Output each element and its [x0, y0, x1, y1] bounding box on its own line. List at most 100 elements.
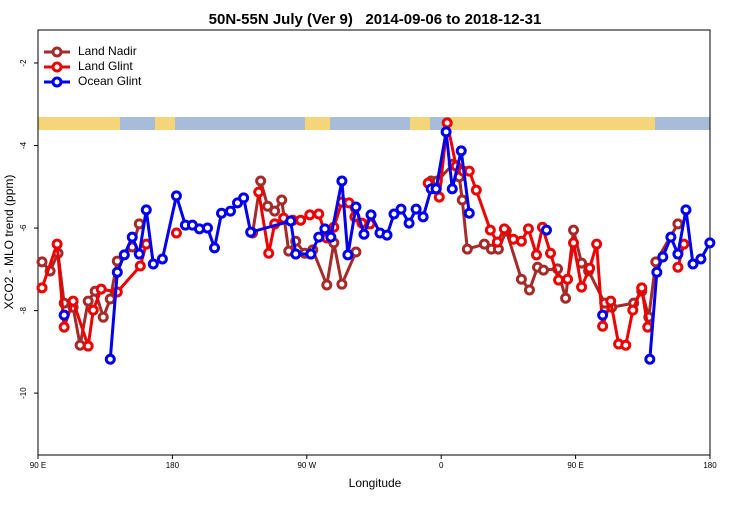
- series-point: [262, 200, 274, 212]
- series-point: [470, 184, 482, 196]
- series-point: [111, 266, 123, 278]
- series-point: [295, 214, 307, 226]
- y-axis-label: XCO2 - MLO trend (ppm): [2, 175, 16, 310]
- series-point: [657, 251, 669, 263]
- map-ocean: [330, 117, 410, 130]
- series-point: [253, 186, 265, 198]
- chart-title: 50N-55N July (Ver 9) 2014-09-06 to 2018-…: [209, 11, 542, 28]
- series-point: [553, 274, 565, 286]
- series-point: [140, 204, 152, 216]
- series-point: [620, 339, 632, 351]
- series-point: [313, 231, 325, 243]
- series-point: [381, 229, 393, 241]
- series-point: [321, 279, 333, 291]
- series-point: [568, 237, 580, 249]
- series-point: [170, 190, 182, 202]
- series-point: [365, 209, 377, 221]
- series-point: [319, 223, 331, 235]
- series-point: [51, 238, 63, 250]
- series-point: [209, 242, 221, 254]
- series-point: [523, 284, 535, 296]
- series-point: [104, 353, 116, 365]
- series-point: [680, 204, 692, 216]
- series-point: [665, 231, 677, 243]
- y-tick-label: -2: [19, 59, 28, 67]
- series-point: [576, 281, 588, 293]
- series-point: [498, 223, 510, 235]
- series-point: [82, 295, 94, 307]
- series-point: [446, 183, 458, 195]
- series-point: [687, 258, 699, 270]
- series-point: [350, 201, 362, 213]
- series-point: [515, 235, 527, 247]
- series-point: [455, 145, 467, 157]
- series-point: [560, 292, 572, 304]
- series-point: [627, 304, 639, 316]
- series-point: [545, 247, 557, 259]
- legend-label: Land Nadir: [78, 44, 137, 58]
- series-point: [591, 238, 603, 250]
- series-point: [36, 282, 48, 294]
- series-point: [672, 261, 684, 273]
- series-point: [82, 340, 94, 352]
- series-point: [484, 224, 496, 236]
- series-point: [461, 243, 473, 255]
- series-point: [491, 236, 503, 248]
- series-point: [584, 262, 596, 274]
- legend-marker: [51, 61, 63, 73]
- series-point: [704, 237, 716, 249]
- series-point: [67, 295, 79, 307]
- y-tick-label: -4: [19, 141, 28, 149]
- series-point: [305, 248, 317, 260]
- series-point: [156, 253, 168, 265]
- series-point: [672, 248, 684, 260]
- series-point: [642, 321, 654, 333]
- map-ocean: [175, 117, 305, 130]
- series-point: [126, 231, 138, 243]
- x-tick-label: 0: [439, 461, 444, 470]
- y-tick-label: -6: [19, 224, 28, 232]
- series-point: [537, 264, 549, 276]
- series-point: [410, 203, 422, 215]
- series-point: [463, 207, 475, 219]
- series-point: [336, 175, 348, 187]
- series-point: [201, 222, 213, 234]
- x-tick-label: 90 E: [30, 461, 46, 470]
- series-point: [216, 207, 228, 219]
- series-point: [95, 283, 107, 295]
- series-point: [285, 215, 297, 227]
- series-point: [58, 309, 70, 321]
- map-ocean: [655, 117, 710, 130]
- series-point: [87, 304, 99, 316]
- series-point: [255, 175, 267, 187]
- series-point: [118, 249, 130, 261]
- series-point: [342, 249, 354, 261]
- series-point: [478, 238, 490, 250]
- series-point: [388, 208, 400, 220]
- series-point: [269, 205, 281, 217]
- legend-label: Ocean Glint: [78, 74, 142, 88]
- series-point: [58, 321, 70, 333]
- series-point: [522, 223, 534, 235]
- series-point: [463, 165, 475, 177]
- map-ocean: [120, 117, 155, 130]
- series-point: [568, 224, 580, 236]
- legend-label: Land Glint: [78, 59, 133, 73]
- series-point: [441, 117, 453, 129]
- series-point: [224, 205, 236, 217]
- series-point: [651, 266, 663, 278]
- series-point: [325, 231, 337, 243]
- series-point: [133, 218, 145, 230]
- series-point: [430, 183, 442, 195]
- series-point: [104, 293, 116, 305]
- series-point: [562, 273, 574, 285]
- series-point: [395, 203, 407, 215]
- series-point: [263, 247, 275, 259]
- series-point: [644, 353, 656, 365]
- series-point: [133, 248, 145, 260]
- series-point: [238, 192, 250, 204]
- series-point: [403, 217, 415, 229]
- series-point: [147, 258, 159, 270]
- y-tick-label: -8: [19, 306, 28, 314]
